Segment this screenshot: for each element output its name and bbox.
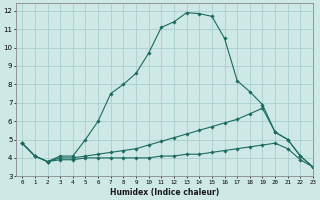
X-axis label: Humidex (Indice chaleur): Humidex (Indice chaleur) [110,188,219,197]
